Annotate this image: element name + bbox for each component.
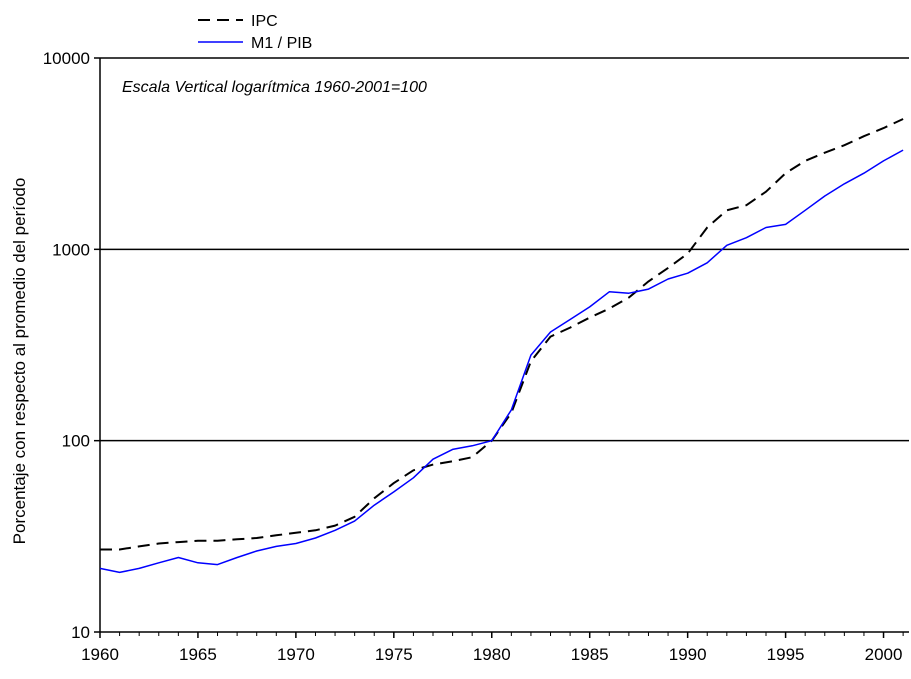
y-tick-label: 10000 bbox=[43, 49, 90, 68]
x-ticks: 1960 1965 1970 1975 1980 1985 1990 1995 2000 bbox=[81, 632, 904, 664]
y-tick-label: 100 bbox=[62, 432, 90, 451]
x-tick-label: 1970 bbox=[277, 645, 315, 664]
series-group bbox=[99, 118, 904, 574]
x-tick-label: 1965 bbox=[179, 645, 217, 664]
x-tick-label: 1985 bbox=[571, 645, 609, 664]
x-tick-label: 1980 bbox=[473, 645, 511, 664]
y-tick-label: 1000 bbox=[52, 240, 90, 259]
series-line-ipc bbox=[100, 118, 904, 551]
y-axis-label: Porcentaje con respecto al promedio del … bbox=[10, 178, 29, 545]
x-tick-label: 2000 bbox=[865, 645, 903, 664]
x-tick-label: 1975 bbox=[375, 645, 413, 664]
x-tick-label: 1995 bbox=[767, 645, 805, 664]
annotation-text: Escala Vertical logarítmica 1960-2001=10… bbox=[122, 79, 427, 96]
y-tick-label: 10 bbox=[71, 623, 90, 642]
y-ticks: 10 100 1000 10000 bbox=[43, 49, 100, 642]
legend-label-m1-pib: M1 / PIB bbox=[251, 35, 312, 52]
axes bbox=[99, 58, 909, 633]
x-tick-label: 1990 bbox=[669, 645, 707, 664]
legend-label-ipc: IPC bbox=[251, 13, 278, 30]
gridlines bbox=[100, 57, 909, 442]
series-line-m1-pib bbox=[99, 149, 904, 574]
legend: IPC M1 / PIB bbox=[198, 13, 312, 52]
x-tick-label: 1960 bbox=[81, 645, 119, 664]
